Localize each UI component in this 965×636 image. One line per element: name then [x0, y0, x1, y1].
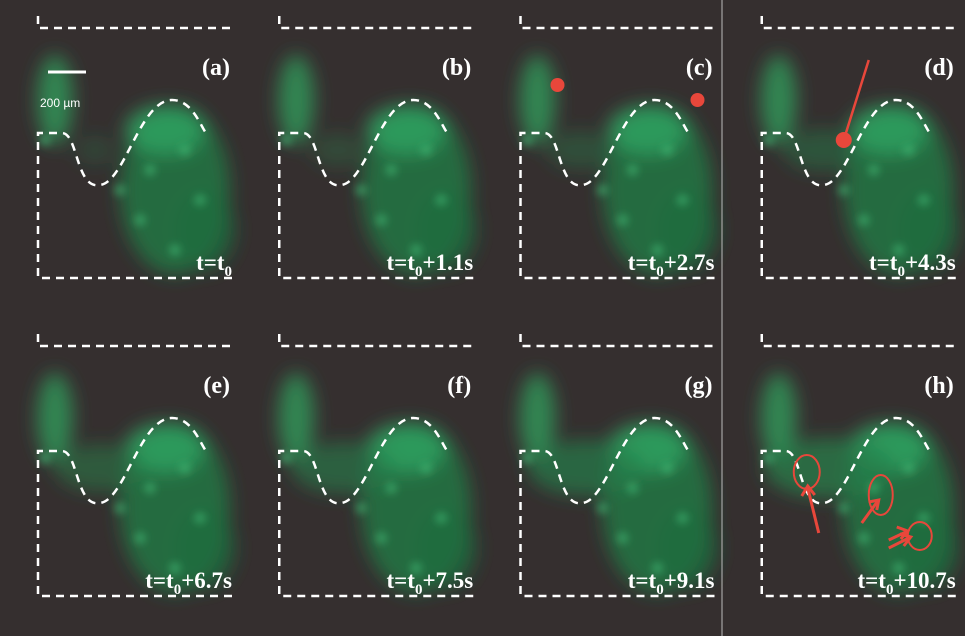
marker	[691, 93, 705, 107]
time-prefix: t=t	[387, 568, 416, 593]
spot	[144, 164, 156, 176]
spot	[522, 452, 534, 464]
time-suffix: +4.3s	[905, 250, 956, 275]
spot	[903, 462, 915, 474]
spot	[838, 502, 850, 514]
time-suffix: +6.7s	[181, 568, 232, 593]
blob	[761, 55, 797, 145]
spot	[918, 194, 930, 206]
blob	[125, 105, 205, 155]
spot	[627, 164, 639, 176]
spot	[903, 144, 915, 156]
time-subscript: 0	[886, 582, 894, 598]
blob	[366, 105, 446, 155]
panel-label: (e)	[203, 373, 230, 399]
time-suffix: +10.7s	[893, 568, 955, 593]
spot	[677, 194, 689, 206]
spot	[179, 144, 191, 156]
time-subscript: 0	[415, 582, 423, 598]
blob	[75, 135, 115, 165]
time-subscript: 0	[897, 264, 905, 280]
spot	[355, 502, 367, 514]
panel-label: (g)	[685, 373, 713, 399]
spot	[134, 214, 146, 226]
spot	[617, 214, 629, 226]
spot	[597, 184, 609, 196]
time-suffix: +9.1s	[664, 568, 715, 593]
blob	[784, 129, 863, 172]
spot	[763, 134, 775, 146]
time-prefix: t=t	[858, 568, 887, 593]
spot	[435, 512, 447, 524]
spot	[355, 184, 367, 196]
time-subscript: 0	[656, 582, 664, 598]
blob	[608, 105, 688, 155]
spot	[597, 502, 609, 514]
spot	[763, 452, 775, 464]
marker	[836, 132, 852, 148]
spot	[375, 532, 387, 544]
spot	[179, 462, 191, 474]
time-prefix: t=t	[869, 250, 898, 275]
spot	[385, 482, 397, 494]
spot	[858, 214, 870, 226]
spot	[280, 452, 292, 464]
spot	[858, 532, 870, 544]
panel-label: (d)	[924, 55, 953, 81]
panel-label: (h)	[924, 373, 953, 399]
spot	[677, 512, 689, 524]
scale-bar-label: 200 µm	[40, 96, 80, 110]
spot	[134, 532, 146, 544]
time-subscript: 0	[174, 582, 182, 598]
panel-label: (b)	[442, 55, 471, 81]
spot	[375, 214, 387, 226]
spot	[435, 194, 447, 206]
marker	[551, 78, 565, 92]
spot	[522, 134, 534, 146]
spot	[194, 512, 206, 524]
spot	[627, 482, 639, 494]
spot	[838, 184, 850, 196]
spot	[280, 134, 292, 146]
time-prefix: t=t	[145, 568, 174, 593]
spot	[868, 164, 880, 176]
time-prefix: t=t	[387, 250, 416, 275]
panel-label: (c)	[686, 55, 713, 81]
time-prefix: t=t	[628, 568, 657, 593]
spot	[420, 462, 432, 474]
time-prefix: t=t	[196, 250, 225, 275]
blob	[278, 55, 314, 145]
spot	[385, 164, 397, 176]
time-subscript: 0	[415, 264, 423, 280]
blob	[55, 444, 146, 491]
panel-label: (a)	[202, 55, 230, 81]
spot	[39, 452, 51, 464]
spot	[39, 134, 51, 146]
time-subscript: 0	[225, 264, 233, 280]
spot	[662, 144, 674, 156]
time-suffix: +2.7s	[664, 250, 715, 275]
time-subscript: 0	[656, 264, 664, 280]
spot	[114, 502, 126, 514]
spot	[144, 482, 156, 494]
spot	[194, 194, 206, 206]
time-prefix: t=t	[628, 250, 657, 275]
spot	[662, 462, 674, 474]
spot	[114, 184, 126, 196]
spot	[617, 532, 629, 544]
time-suffix: +7.5s	[422, 568, 473, 593]
panel-label: (f)	[447, 373, 471, 399]
figure: (a)t=t0(b)t=t0+1.1s(c)t=t0+2.7s(d)t=t0+4…	[0, 0, 965, 636]
blob	[37, 373, 73, 463]
blob	[520, 55, 556, 145]
spot	[420, 144, 432, 156]
spot	[169, 244, 181, 256]
time-suffix: +1.1s	[422, 250, 473, 275]
blob	[291, 442, 395, 493]
